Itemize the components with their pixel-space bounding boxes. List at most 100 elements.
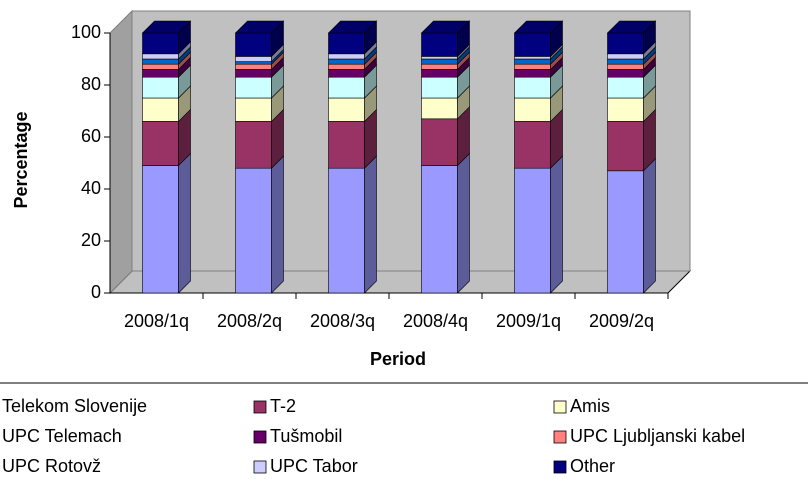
bar-side <box>271 155 284 294</box>
bar-front <box>607 69 644 78</box>
legend-label: Amis <box>570 396 610 416</box>
x-tick-label: 2008/3q <box>310 311 375 331</box>
bar-front <box>235 69 272 78</box>
x-tick-label: 2008/2q <box>217 311 282 331</box>
bar-front <box>514 32 551 57</box>
bar-front <box>235 167 272 294</box>
y-tick-label: 20 <box>81 230 101 250</box>
legend-label: Other <box>570 456 615 476</box>
bar-segment <box>328 155 377 294</box>
bar-segment <box>235 155 284 294</box>
bar-top <box>513 20 564 34</box>
bar-segment <box>514 108 563 169</box>
bar-front <box>421 63 458 70</box>
bar-top <box>606 20 657 34</box>
bar-segment <box>142 152 191 294</box>
bar-front <box>607 63 644 70</box>
bar-front <box>607 97 644 122</box>
bar-front <box>421 97 458 120</box>
legend-swatch <box>253 460 267 474</box>
bar-front <box>142 58 179 65</box>
bar-front <box>328 58 365 65</box>
legend-swatch <box>253 400 267 414</box>
bar-front <box>328 53 365 60</box>
bar-segment <box>513 20 564 58</box>
back-wall <box>131 10 691 272</box>
y-tick-label: 40 <box>81 178 101 198</box>
bar-front <box>142 165 179 294</box>
bar-front <box>421 118 458 166</box>
bar-side <box>457 152 470 294</box>
bar-side <box>643 158 656 294</box>
bar-front <box>514 76 551 99</box>
bar-top <box>141 20 192 34</box>
legend-label: Tušmobil <box>270 426 342 446</box>
bar-segment <box>421 152 470 294</box>
x-tick-label: 2009/1q <box>496 311 561 331</box>
bar-front <box>514 69 551 78</box>
bar-front <box>514 56 551 60</box>
bar-segment <box>235 85 284 123</box>
floor <box>108 270 692 294</box>
y-axis-title: Percentage <box>11 111 31 208</box>
legend-label: T-2 <box>270 396 296 416</box>
legend-label: UPC Tabor <box>270 456 358 476</box>
bar-front <box>421 76 458 99</box>
bar-front <box>142 97 179 122</box>
bar-front <box>607 32 644 55</box>
bar-front <box>235 121 272 169</box>
bar-top <box>327 20 378 34</box>
y-tick-label: 100 <box>71 22 101 42</box>
x-tick-label: 2009/2q <box>589 311 654 331</box>
bar-segment <box>328 108 377 169</box>
bar-segment <box>420 20 471 58</box>
bar-front <box>328 76 365 99</box>
bar-segment <box>607 108 656 172</box>
bar-segment <box>234 20 285 58</box>
bar-side <box>550 155 563 294</box>
bar-segment <box>607 158 656 294</box>
bar-front <box>328 121 365 169</box>
bar-front <box>607 121 644 172</box>
legend-swatch <box>553 460 567 474</box>
bar-front <box>514 167 551 294</box>
bar-side <box>178 152 191 294</box>
bar-segment <box>141 20 192 55</box>
bar-front <box>421 32 458 57</box>
bar-segment <box>327 20 378 55</box>
bar-side <box>364 155 377 294</box>
bar-front <box>235 61 272 65</box>
legend-label: Telekom Slovenije <box>2 396 147 416</box>
bar-front <box>421 58 458 65</box>
bar-front <box>607 170 644 294</box>
y-tick-label: 60 <box>81 126 101 146</box>
bar-top <box>420 20 471 34</box>
bar-front <box>235 32 272 57</box>
bar-front <box>514 63 551 70</box>
legend-swatch <box>553 430 567 444</box>
bar-front <box>607 76 644 99</box>
bar-front <box>142 53 179 60</box>
legend-label: UPC Rotovž <box>2 456 101 476</box>
legend-swatch <box>253 430 267 444</box>
y-tick-label: 0 <box>91 282 101 302</box>
legend-label: UPC Telemach <box>2 426 122 446</box>
bar-front <box>142 63 179 70</box>
bar-segment <box>606 20 657 55</box>
x-tick-label: 2008/4q <box>403 311 468 331</box>
bar-front <box>142 69 179 78</box>
bar-segment <box>514 155 563 294</box>
bar-front <box>421 56 458 60</box>
legend-swatch <box>553 400 567 414</box>
bar-front <box>142 121 179 166</box>
bar-front <box>514 121 551 169</box>
bar-front <box>235 63 272 70</box>
x-axis-title: Period <box>370 349 426 369</box>
bar-front <box>328 32 365 55</box>
legend-label: UPC Ljubljanski kabel <box>570 426 745 446</box>
bar-segment <box>235 64 284 99</box>
bar-segment <box>235 108 284 169</box>
bar-front <box>235 56 272 62</box>
y-tick-label: 80 <box>81 74 101 94</box>
